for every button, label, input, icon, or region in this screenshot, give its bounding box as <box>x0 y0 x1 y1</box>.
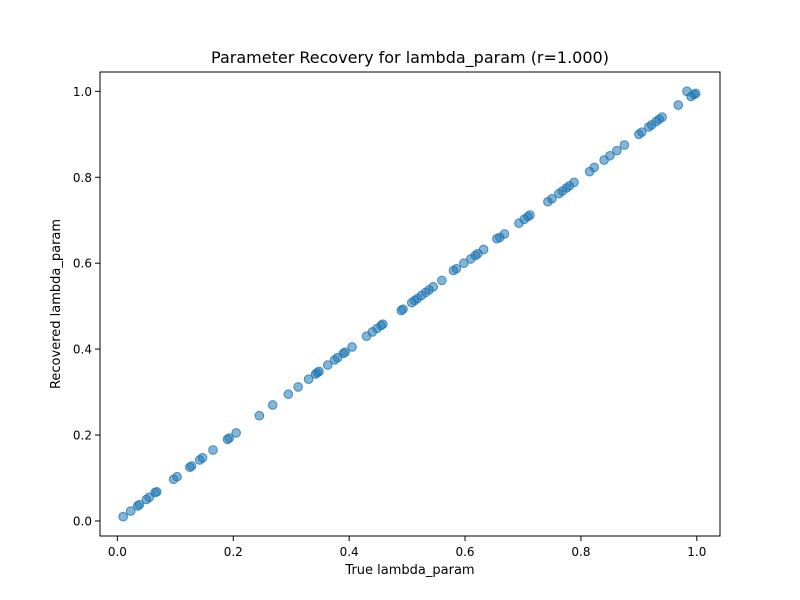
x-axis-label: True lambda_param <box>344 563 474 578</box>
data-point <box>478 244 489 255</box>
x-axis-ticks: 0.0 0.2 0.4 0.6 0.8 1.0 <box>108 536 706 559</box>
data-point <box>398 304 408 314</box>
data-point <box>589 162 600 173</box>
data-point <box>125 506 136 516</box>
data-point <box>340 347 350 357</box>
y-tick-label: 0.0 <box>73 514 92 528</box>
plot-frame <box>99 71 721 537</box>
data-point <box>459 258 469 268</box>
x-tick-label: 0.4 <box>340 545 359 559</box>
data-point <box>690 88 701 99</box>
data-point <box>347 342 357 352</box>
y-tick-label: 0.6 <box>73 257 92 271</box>
data-point <box>428 282 438 292</box>
chart-title: Parameter Recovery for lambda_param (r=1… <box>211 48 609 68</box>
data-point <box>612 145 622 156</box>
data-point <box>605 150 615 161</box>
data-point <box>134 499 145 510</box>
data-point <box>314 366 324 377</box>
data-point <box>151 486 162 497</box>
data-point <box>569 177 579 188</box>
data-point <box>377 319 388 329</box>
x-tick-label: 0.8 <box>571 545 590 559</box>
data-point <box>254 410 265 421</box>
data-points <box>118 86 701 522</box>
data-point <box>197 453 208 463</box>
data-point <box>267 400 278 410</box>
data-point <box>619 140 630 150</box>
x-tick-label: 1.0 <box>687 545 706 559</box>
y-tick-label: 0.8 <box>73 171 92 185</box>
data-point <box>322 360 333 370</box>
data-point <box>186 461 197 471</box>
data-point <box>231 428 241 438</box>
y-axis-ticks: 0.0 0.2 0.4 0.6 0.8 1.0 <box>73 85 100 528</box>
data-point <box>172 471 182 482</box>
data-point <box>303 374 314 384</box>
data-point <box>437 275 447 286</box>
data-point <box>657 112 667 122</box>
x-tick-label: 0.2 <box>224 545 243 559</box>
data-point <box>283 389 294 400</box>
data-point <box>451 263 462 274</box>
x-tick-label: 0.6 <box>455 545 474 559</box>
x-tick-label: 0.0 <box>108 545 127 559</box>
y-tick-label: 0.4 <box>73 343 92 357</box>
data-point <box>636 127 647 137</box>
data-point <box>224 433 235 443</box>
data-point <box>525 210 535 220</box>
y-axis-label: Recovered lambda_param <box>49 219 64 389</box>
data-point <box>499 229 510 239</box>
y-tick-label: 0.2 <box>73 429 92 443</box>
data-point <box>673 100 684 110</box>
data-point <box>208 445 218 455</box>
y-tick-label: 1.0 <box>73 85 92 99</box>
data-point <box>547 193 557 204</box>
data-point <box>118 511 128 522</box>
data-point <box>293 382 303 392</box>
